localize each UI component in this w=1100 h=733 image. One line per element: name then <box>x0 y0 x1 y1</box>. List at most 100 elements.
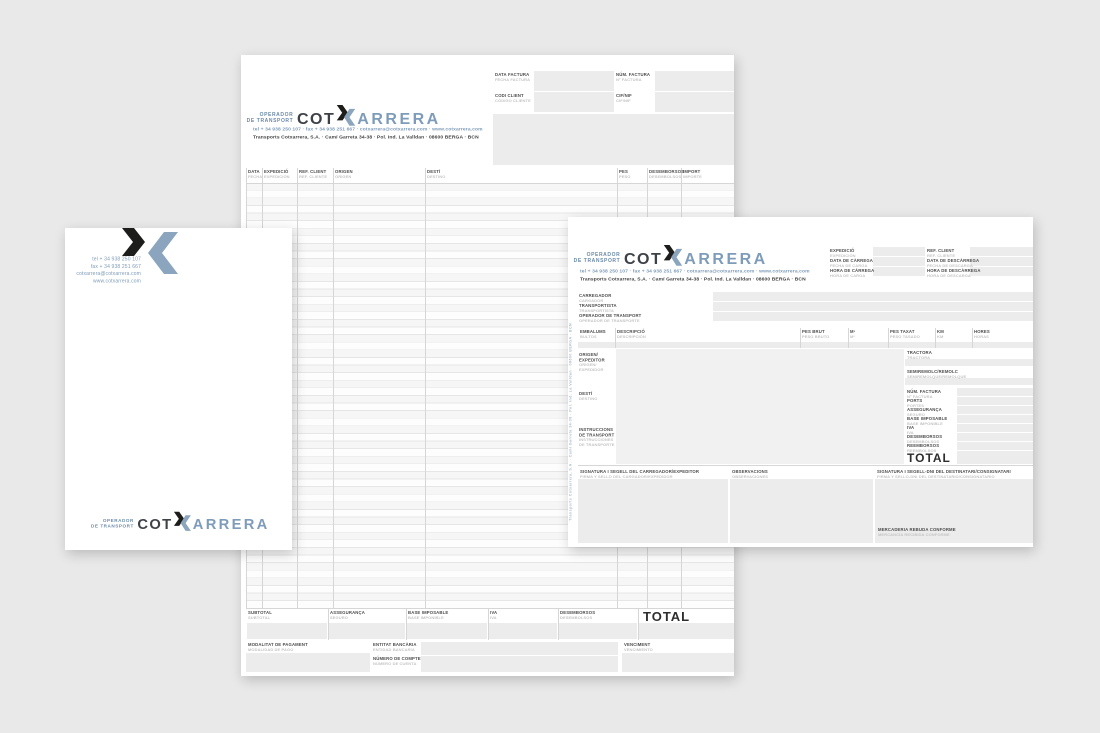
field-sublabel: CARGADOR <box>579 298 604 303</box>
field-label: DATA DE CÀRREGA <box>830 258 874 263</box>
col-label: REF. CLIENT <box>299 169 327 174</box>
input-box <box>970 257 1033 266</box>
input-box <box>713 302 1033 311</box>
contact-line: tel + 34 938 250 107 · fax + 34 938 251 … <box>253 126 483 132</box>
field-label: REEMBORSOS <box>907 443 940 448</box>
observations-box <box>730 479 873 543</box>
divider <box>638 608 639 640</box>
tagline-line2: DE TRANSPORT <box>90 523 134 529</box>
fee-num-factura: NÚM. FACTURA Nº FACTURA <box>907 389 941 399</box>
field-sublabel: NÚMERO DE CUENTA <box>373 661 417 666</box>
input-box <box>421 656 618 672</box>
input-box <box>559 623 637 639</box>
brand-logo: OPERADOR DE TRANSPORT COT ARRERA <box>246 101 441 127</box>
col-sublabel: M³ <box>850 334 855 339</box>
input-box <box>970 267 1033 276</box>
field-cif-nif: CIF/NIF CIF/NIF <box>616 93 632 103</box>
total-label: TOTAL <box>907 451 951 465</box>
signature-box <box>875 479 1033 543</box>
field-sublabel: FECHA FACTURA <box>495 77 531 82</box>
col-label: EXPEDICIÓ <box>264 169 289 174</box>
operador-tagline: OPERADOR DE TRANSPORT <box>246 110 293 124</box>
field-sublabel: REF. CLIENTE <box>927 253 956 258</box>
signature-carregador: SIGNATURA I SEGELL DEL CARREGADOR/EXPEDI… <box>580 469 699 479</box>
col-hores: HORES HORAS <box>974 329 990 339</box>
field-sublabel: HORA DE CARGA <box>830 273 866 278</box>
sheet-waybill: Transports Cotxarrera, S.A. · Camí Garre… <box>568 217 1033 547</box>
tagline-line2: DE TRANSPORT <box>573 258 620 264</box>
col-label: PES BRUT <box>802 329 825 334</box>
field-label: HORA DE CÀRREGA <box>830 268 875 273</box>
sheet-business-card: tel + 34 938 250 107 fax + 34 938 251 66… <box>65 228 292 550</box>
chevron-x-icon <box>174 511 192 531</box>
field-sublabel: FIRMA Y SELLO DEL CARGADOR/EXPEDIDOR <box>580 474 673 479</box>
divider <box>425 168 426 608</box>
field-label: BASE IMPOSABLE <box>408 610 449 615</box>
col-desti: DESTÍ DESTINO <box>427 169 445 179</box>
col-sublabel: BULTOS <box>580 334 597 339</box>
field-sublabel: ENTIDAD BANCARIA <box>373 647 415 652</box>
field-data-descarrega: DATA DE DESCÀRREGA FECHA DE DESCARGA <box>927 258 979 268</box>
input-box <box>957 433 1033 441</box>
col-descripcio: DESCRIPCIÓ DESCRIPCIÓN <box>617 329 646 339</box>
input-box <box>873 257 925 266</box>
fee-reemborsos: REEMBORSOS REEMBOLSOS <box>907 443 939 453</box>
input-box <box>713 312 1033 321</box>
divider <box>406 608 407 640</box>
field-operador-transport: OPERADOR DE TRANSPORT OPERADOR DE TRANSPO… <box>579 313 641 323</box>
divider <box>246 183 734 184</box>
divider <box>972 328 973 348</box>
input-box <box>421 642 618 655</box>
field-sublabel: MERCANCÍA RECIBIDA CONFORME <box>878 532 950 537</box>
field-data-factura: DATA FACTURA FECHA FACTURA <box>495 72 530 82</box>
card-contact-line: www.cotxarrera.com <box>93 278 141 284</box>
col-sublabel: REF. CLIENTE <box>299 174 328 179</box>
field-carregador: CARREGADOR CARGADOR <box>579 293 611 303</box>
col-sublabel: PESO BRUTO <box>802 334 830 339</box>
col-pes-brut: PES BRUT PESO BRUTO <box>802 329 829 339</box>
brand-logo: OPERADOR DE TRANSPORT COT ARRERA <box>91 508 270 533</box>
field-label: OPERADOR DE TRANSPORT <box>579 313 642 318</box>
divider <box>578 465 1033 466</box>
input-box <box>534 71 614 91</box>
input-box <box>957 388 1033 396</box>
total-base: BASE IMPOSABLE BASE IMPONIBLE <box>408 610 448 620</box>
field-label: DATA FACTURA <box>495 72 530 77</box>
col-label: PES <box>619 169 628 174</box>
field-label: ORIGEN/ EXPEDITOR <box>579 352 605 363</box>
client-address-box <box>493 114 734 165</box>
input-box <box>246 653 370 672</box>
col-label: ORIGEN <box>335 169 353 174</box>
col-expedicio: EXPEDICIÓ EXPEDICIÓN <box>264 169 290 179</box>
col-sublabel: HORAS <box>974 334 989 339</box>
divider <box>488 608 489 640</box>
field-sublabel: SUBTOTAL <box>248 615 271 620</box>
tagline-line1: OPERADOR <box>259 112 293 118</box>
total-asseguranca: ASSEGURANÇA SEGURO <box>330 610 365 620</box>
field-sublabel: TRANSPORTISTA <box>579 308 615 313</box>
wordmark-cot: COT <box>137 516 173 533</box>
field-label: VENCIMENT <box>624 642 651 647</box>
field-label: MODALITAT DE PAGAMENT <box>248 642 308 647</box>
input-box <box>957 406 1033 414</box>
fee-desemborsos: DESEMBORSOS DESEMBOLSOS <box>907 434 942 444</box>
fee-ports: PORTS PORTES <box>907 398 924 408</box>
field-sublabel: CIF/NIF <box>616 98 631 103</box>
field-observacions: OBSERVACIONS OBSERVACIONES <box>732 469 768 479</box>
field-sublabel: FECHA DE CARGA <box>830 263 868 268</box>
col-origen: ORIGEN ORIGEN <box>335 169 353 179</box>
divider <box>297 168 298 608</box>
field-semiremolc: SEMIREMOLC/REMOLC SEMIREMOLQUE/REMOLQUE <box>907 369 966 379</box>
field-sublabel: CÓDIGO CLIENTE <box>495 98 531 103</box>
field-sublabel: PORTES <box>907 403 925 408</box>
divider <box>246 608 734 609</box>
divider <box>935 328 936 348</box>
divider <box>848 328 849 348</box>
total-iva: IVA IVA <box>490 610 497 620</box>
col-label: M³ <box>850 329 856 334</box>
field-label: NÚM. FACTURA <box>616 72 651 77</box>
card-contact-line: fax + 34 938 251 667 <box>90 263 141 270</box>
col-desemborsos: DESEMBORSOS DESEMBOLSOS <box>649 169 684 179</box>
col-sublabel: FECHA <box>248 174 263 179</box>
input-box <box>655 92 734 112</box>
